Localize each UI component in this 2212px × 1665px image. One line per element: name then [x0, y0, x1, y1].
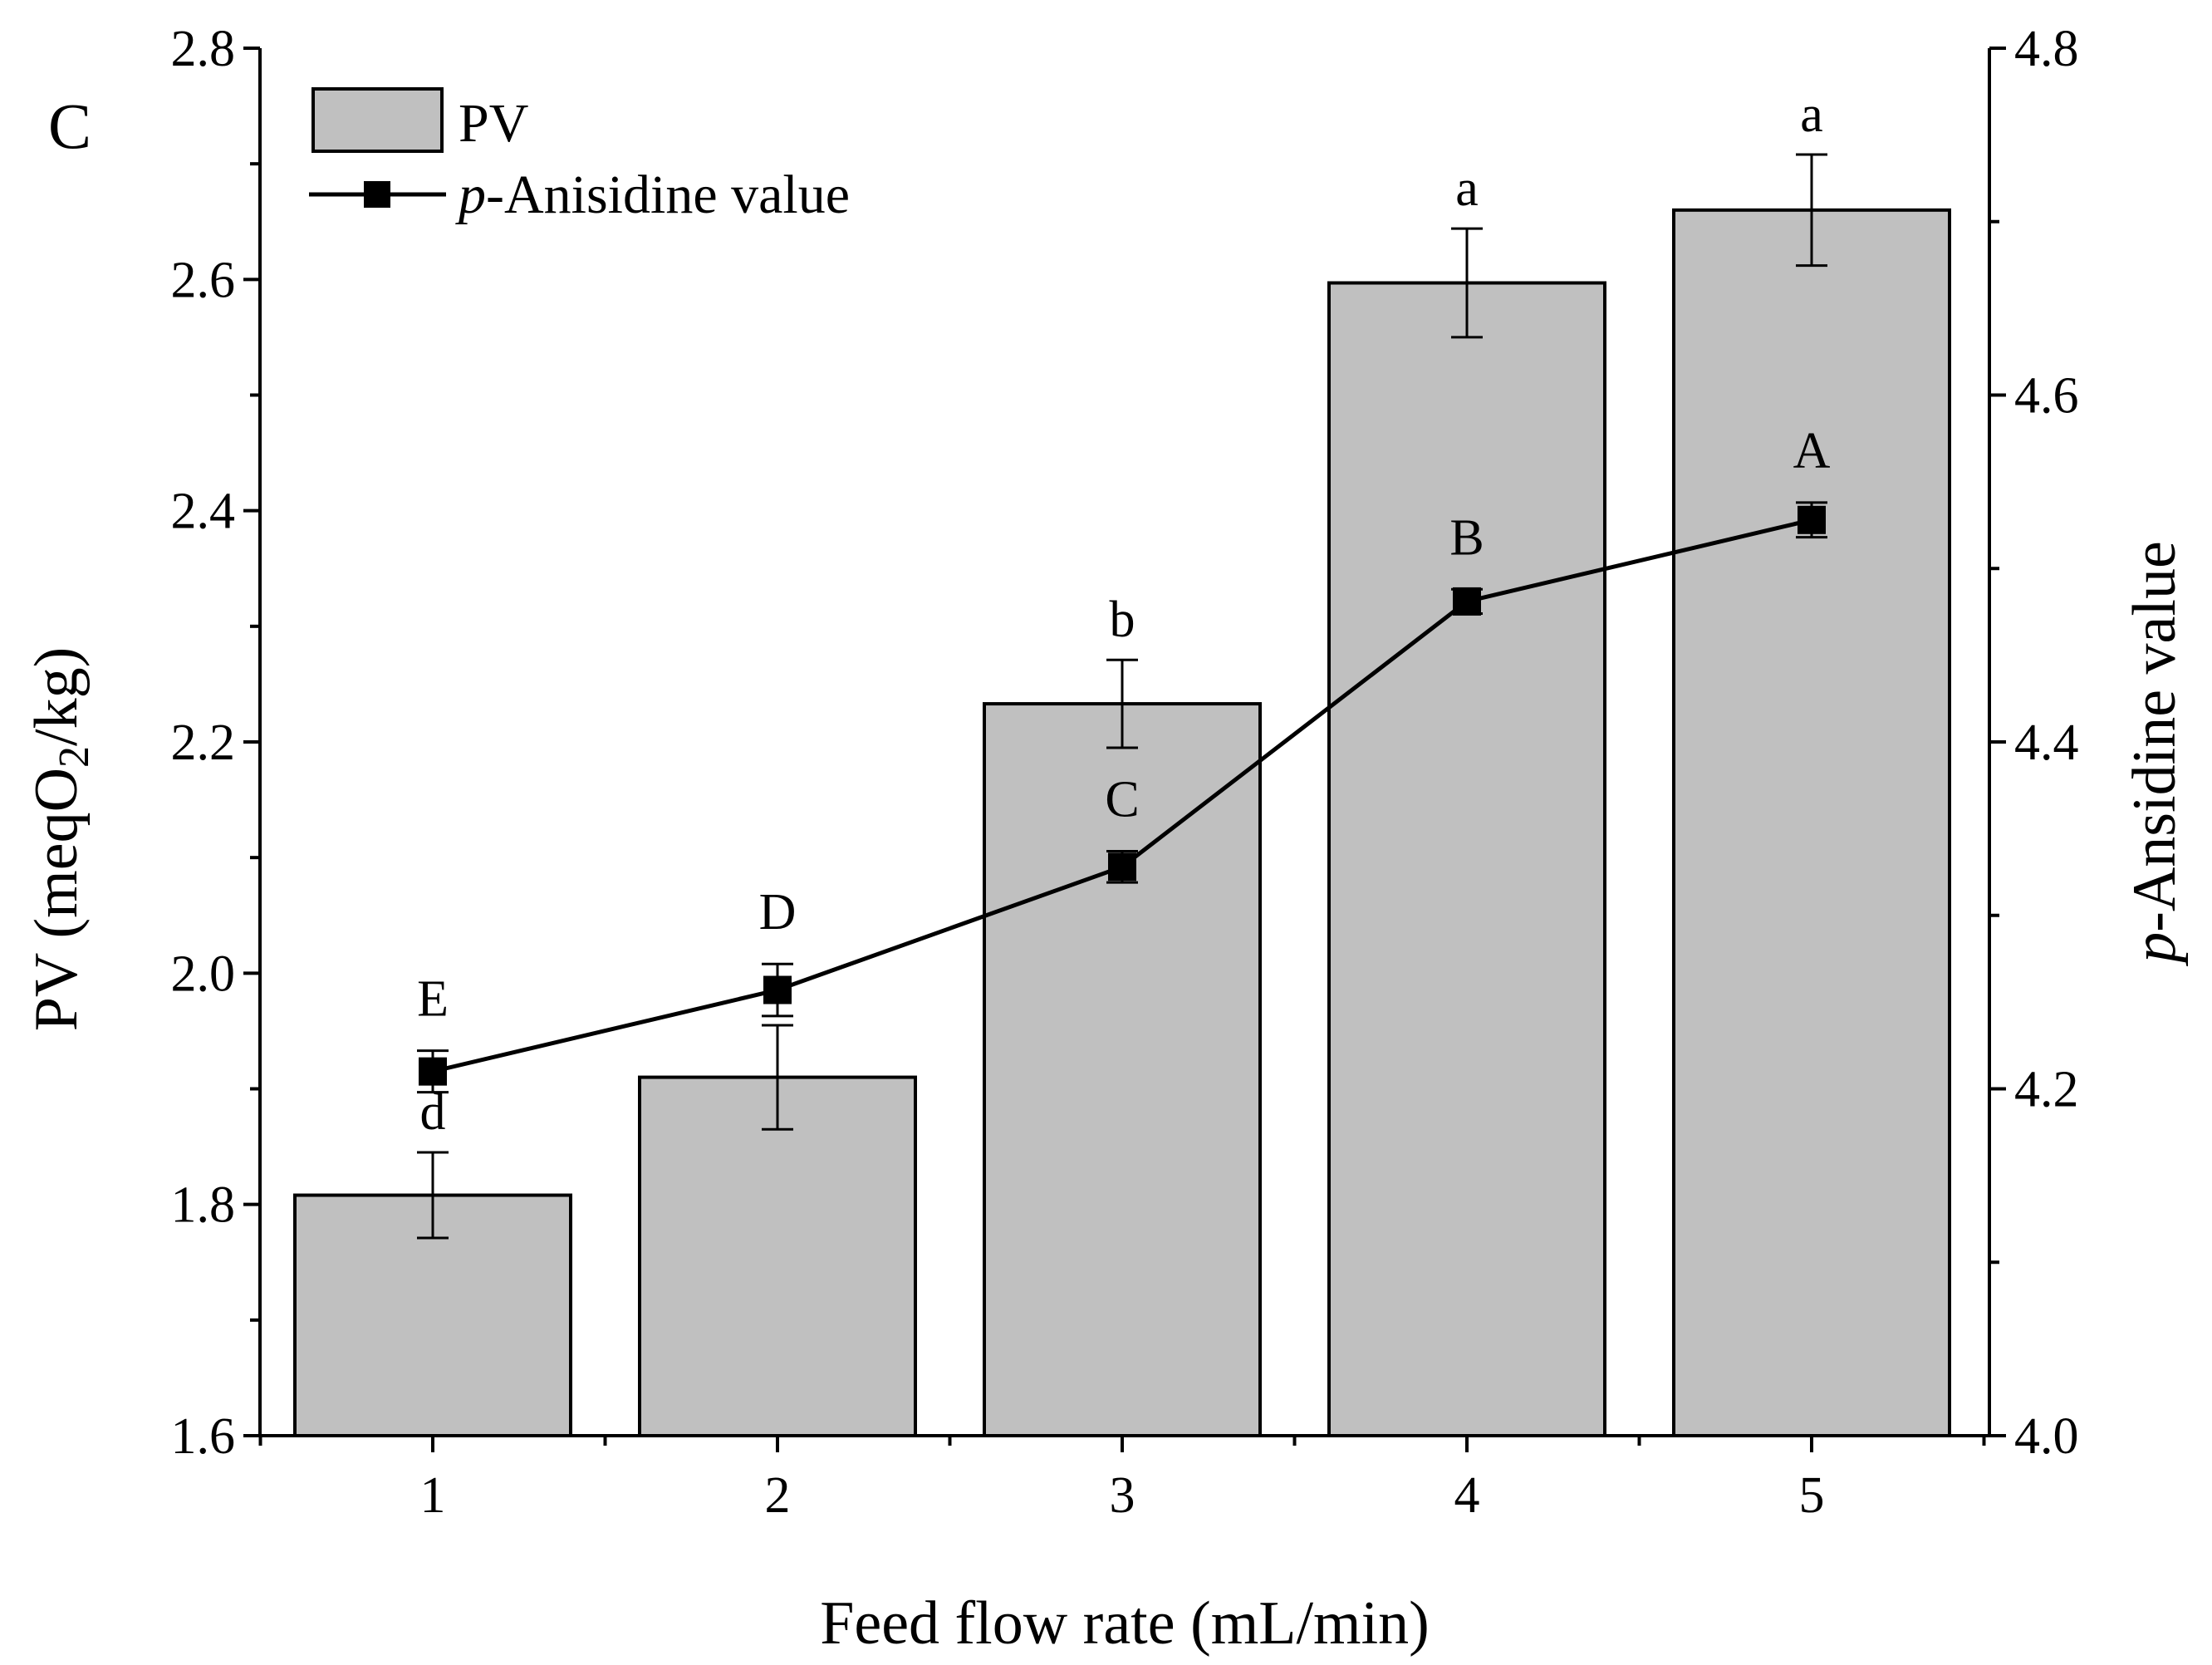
y-left-suffix: /kg)	[22, 647, 91, 746]
x-tick-label: 2	[765, 1467, 791, 1524]
y-right-rest: -Ansidine value	[2121, 541, 2189, 932]
y-left-tick-label: 2.2	[171, 715, 236, 771]
anisidine-significance-label: D	[759, 884, 797, 941]
y-right-italic: p	[2121, 932, 2189, 967]
y-right-tick-label: 4.8	[2014, 21, 2079, 77]
pv-bar	[983, 702, 1262, 1437]
legend: PV p-Anisidine value	[309, 87, 850, 225]
y-right-tick-label: 4.2	[2014, 1062, 2079, 1118]
y-left-tick-label: 2.8	[171, 21, 236, 77]
legend-bar-swatch	[311, 87, 444, 153]
pv-significance-label: d	[420, 1084, 446, 1141]
y-left-tick-label: 1.6	[171, 1408, 236, 1465]
panel-label: C	[48, 90, 91, 162]
x-tick-label: 3	[1110, 1467, 1135, 1524]
anisidine-significance-label: B	[1449, 509, 1484, 566]
pv-significance-label: b	[1110, 592, 1135, 648]
legend-line-label: p-Anisidine value	[455, 165, 850, 225]
anisidine-significance-label: A	[1793, 423, 1831, 479]
legend-line-label-rest: -Anisidine value	[486, 165, 850, 225]
legend-line-marker	[364, 181, 390, 208]
y-axis-title-left: PV (meqO2/kg)	[22, 647, 98, 1031]
anisidine-significance-label: E	[417, 971, 449, 1028]
pv-significance-label: a	[1800, 86, 1823, 143]
pv-significance-label: a	[1455, 160, 1479, 217]
anisidine-marker	[1798, 505, 1826, 534]
legend-bar-label: PV	[459, 93, 528, 154]
x-tick-label: 4	[1454, 1467, 1480, 1524]
anisidine-marker	[419, 1057, 447, 1086]
ticks-layer: 1.6 1.8 2.0 2.2 2.4 2.6 2.8 4.0 4.2 4.4 4.6 4.8 1 2 3 4…	[171, 21, 2079, 1524]
anisidine-marker	[763, 975, 792, 1004]
anisidine-significance-label: C	[1105, 772, 1139, 828]
y-right-tick-label: 4.6	[2014, 368, 2079, 425]
bars-layer: dcbaa	[293, 86, 1951, 1438]
y-left-tick-label: 2.0	[171, 945, 236, 1002]
line-layer: E D C B A	[417, 423, 1831, 1094]
y-right-tick-label: 4.4	[2014, 715, 2079, 771]
legend-line-label-italic: p	[455, 165, 486, 225]
anisidine-marker	[1108, 852, 1136, 882]
x-axis-title: Feed flow rate (mL/min)	[820, 1589, 1430, 1658]
pv-bar	[638, 1075, 917, 1438]
pv-bar	[1672, 208, 1951, 1437]
x-tick-label: 1	[420, 1467, 446, 1524]
y-axis-title-right: p-Ansidine value	[2121, 541, 2189, 967]
anisidine-marker	[1453, 587, 1481, 616]
x-tick-label: 5	[1799, 1467, 1825, 1524]
y-left-tick-label: 2.4	[171, 484, 236, 540]
pv-bar	[1327, 281, 1606, 1438]
y-left-prefix: PV (meqO	[22, 768, 91, 1031]
y-left-tick-label: 1.8	[171, 1177, 236, 1234]
y-right-tick-label: 4.0	[2014, 1408, 2079, 1465]
y-left-tick-label: 2.6	[171, 252, 236, 308]
y-left-subscript: 2	[51, 746, 98, 768]
